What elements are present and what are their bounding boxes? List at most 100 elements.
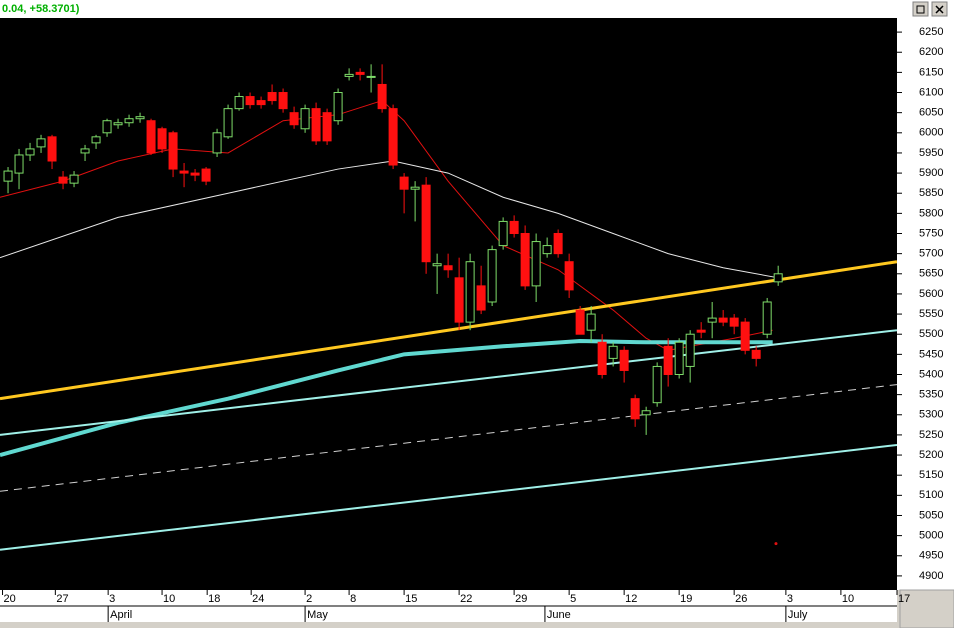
readout-bar xyxy=(0,0,897,18)
plot-area xyxy=(0,18,897,590)
y-tick-label: 4950 xyxy=(919,550,943,562)
price-axis xyxy=(897,0,954,590)
y-tick-label: 6100 xyxy=(919,86,943,98)
candle-body xyxy=(443,265,453,271)
restore-button[interactable] xyxy=(912,1,929,17)
candle-body xyxy=(47,136,57,162)
x-tick-label: 26 xyxy=(735,593,747,605)
candle-body xyxy=(278,92,288,110)
y-tick-label: 4900 xyxy=(919,570,943,582)
candle-body xyxy=(190,172,200,176)
x-tick-label: 3 xyxy=(787,593,793,605)
x-tick-label: 8 xyxy=(350,593,356,605)
candle-body xyxy=(421,184,431,263)
candle-body xyxy=(157,128,167,150)
candle-body xyxy=(201,168,211,182)
y-tick-label: 5300 xyxy=(919,409,943,421)
candle-body xyxy=(25,148,35,156)
candle-body xyxy=(388,108,398,166)
x-tick-label: 10 xyxy=(842,593,854,605)
y-tick-label: 6200 xyxy=(919,46,943,58)
candle-body xyxy=(564,261,574,291)
candle-body xyxy=(124,118,134,124)
candle-body xyxy=(531,241,541,287)
candle-body xyxy=(498,220,508,247)
y-tick-label: 6250 xyxy=(919,26,943,38)
y-tick-label: 5850 xyxy=(919,187,943,199)
y-tick-label: 5900 xyxy=(919,167,943,179)
candle-body xyxy=(762,301,772,335)
candle-body xyxy=(586,313,596,331)
y-tick-label: 5050 xyxy=(919,509,943,521)
overlay-line xyxy=(0,443,897,551)
candle-body xyxy=(146,120,156,154)
candle-body xyxy=(630,398,640,420)
candle-body xyxy=(641,410,651,416)
candle-body xyxy=(366,75,376,78)
x-tick-label: 29 xyxy=(515,593,527,605)
candle-body xyxy=(773,273,783,283)
readout: 0.04, +58.3701) xyxy=(2,3,80,15)
x-tick-label: 24 xyxy=(252,593,264,605)
restore-icon xyxy=(916,5,925,14)
marker xyxy=(774,542,778,546)
candle-body xyxy=(685,333,695,367)
month-label: May xyxy=(307,609,328,621)
x-tick-label: 2 xyxy=(306,593,312,605)
candle-body xyxy=(311,108,321,142)
x-tick-label: 17 xyxy=(898,593,910,605)
month-label: July xyxy=(788,609,808,621)
y-tick-label: 5650 xyxy=(919,268,943,280)
candle-body xyxy=(36,138,46,148)
x-tick-label: 15 xyxy=(405,593,417,605)
month-label: June xyxy=(547,609,571,621)
y-tick-label: 5700 xyxy=(919,248,943,260)
candle-body xyxy=(476,285,486,311)
candle-body xyxy=(355,71,365,75)
y-tick-label: 5150 xyxy=(919,469,943,481)
candle-body xyxy=(597,341,607,375)
candle-body xyxy=(168,132,178,170)
candle-body xyxy=(80,148,90,154)
candle-body xyxy=(322,112,332,142)
x-tick-label: 12 xyxy=(625,593,637,605)
candle-body xyxy=(212,132,222,154)
y-tick-label: 5500 xyxy=(919,328,943,340)
candle-body xyxy=(91,136,101,144)
candle-body xyxy=(608,345,618,359)
candle-body xyxy=(454,277,464,323)
x-tick-label: 20 xyxy=(4,593,16,605)
candle-body xyxy=(509,220,519,235)
x-tick-label: 19 xyxy=(680,593,692,605)
y-tick-label: 5250 xyxy=(919,429,943,441)
x-tick-label: 27 xyxy=(56,593,68,605)
y-tick-label: 5200 xyxy=(919,449,943,461)
candle-body xyxy=(234,96,244,110)
candle-body xyxy=(14,154,24,174)
candle-body xyxy=(3,170,13,182)
candle-body xyxy=(707,317,717,323)
candle-body xyxy=(267,92,277,102)
x-tick-label: 10 xyxy=(163,593,175,605)
month-label: April xyxy=(110,609,132,621)
x-tick-label: 3 xyxy=(109,593,115,605)
candle-body xyxy=(663,345,673,375)
y-tick-label: 5000 xyxy=(919,530,943,542)
candle-body xyxy=(135,116,145,120)
plot-layer xyxy=(0,64,897,551)
candle-body xyxy=(377,83,387,110)
candle-body xyxy=(696,329,706,333)
overlay-line xyxy=(0,260,897,401)
candle-body xyxy=(520,233,530,287)
candle-body xyxy=(718,317,728,323)
candle-body xyxy=(465,261,475,323)
candle-body xyxy=(740,321,750,351)
scroll-corner xyxy=(899,589,954,628)
candle-body xyxy=(652,365,662,404)
candle-body xyxy=(333,92,343,122)
candle-body xyxy=(102,120,112,134)
candle-body xyxy=(553,233,563,255)
candle-body xyxy=(69,174,79,184)
y-tick-label: 5950 xyxy=(919,147,943,159)
candle-body xyxy=(289,112,299,126)
